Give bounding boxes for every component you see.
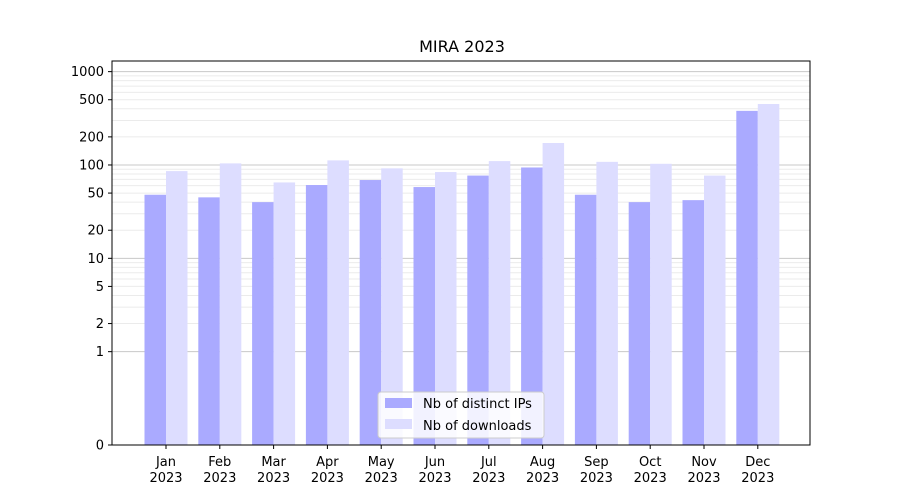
bar-distinct-ips [574, 194, 597, 445]
legend-label-downloads: Nb of downloads [423, 419, 532, 434]
bar-distinct-ips [682, 200, 704, 445]
bar-downloads [327, 160, 349, 445]
bar-distinct-ips [521, 167, 543, 445]
x-tick-label: Aug 2023 [526, 455, 559, 486]
bar-distinct-ips [628, 202, 651, 445]
x-tick-label: Sep 2023 [580, 455, 613, 486]
bar-downloads [650, 163, 672, 446]
bar-distinct-ips [305, 185, 328, 445]
bar-downloads [273, 182, 296, 445]
bar-downloads [757, 104, 780, 445]
bar-distinct-ips [198, 197, 220, 445]
x-tick-label: May 2023 [365, 455, 398, 486]
bar-distinct-ips [467, 175, 489, 445]
bar-distinct-ips [252, 202, 274, 445]
x-tick-label: Apr 2023 [311, 455, 344, 486]
y-tick-label: 0 [96, 439, 104, 454]
x-tick-label: Feb 2023 [203, 455, 236, 486]
plot-frame [111, 60, 811, 446]
x-tick-label: Dec 2023 [741, 455, 774, 486]
y-tick-label: 1 [96, 345, 104, 360]
x-axis: Jan 2023 Feb 2023 Mar 2023 Apr 2023 May 2023 Jun 20… [149, 445, 774, 486]
legend-swatch-distinct-ips [385, 398, 412, 408]
y-tick-label: 20 [87, 224, 104, 239]
y-tick-label: 1000 [71, 65, 104, 80]
y-axis: 0 1 2 5 10 20 50 100 200 500 1000 [71, 65, 112, 454]
y-tick-label: 500 [79, 93, 104, 108]
bar-distinct-ips [736, 110, 758, 445]
bars [144, 104, 780, 446]
legend: Nb of distinct IPs Nb of downloads [377, 391, 545, 439]
bar-downloads [166, 171, 188, 445]
bar-downloads [219, 163, 242, 446]
x-tick-label: Nov 2023 [687, 455, 720, 486]
legend-swatch-downloads [385, 419, 412, 429]
x-tick-label: Jan 2023 [149, 455, 182, 486]
bar-downloads [488, 161, 511, 446]
chart-title: MIRA 2023 [419, 37, 505, 56]
y-tick-label: 200 [79, 130, 104, 145]
x-tick-label: Jul 2023 [472, 455, 505, 486]
bar-distinct-ips [413, 187, 435, 445]
bar-downloads [704, 175, 726, 445]
bar-distinct-ips [359, 180, 382, 445]
bar-downloads [542, 142, 565, 445]
y-tick-label: 100 [79, 158, 104, 173]
x-tick-label: Jun 2023 [418, 455, 451, 486]
legend-box [377, 391, 545, 439]
bar-downloads [596, 161, 618, 446]
bar-distinct-ips [144, 194, 166, 445]
y-tick-label: 50 [87, 187, 104, 202]
y-tick-label: 10 [87, 252, 104, 267]
x-tick-label: Oct 2023 [634, 455, 667, 486]
x-tick-label: Mar 2023 [257, 455, 290, 486]
y-tick-label: 5 [96, 280, 104, 295]
legend-label-distinct-ips: Nb of distinct IPs [423, 397, 532, 412]
y-tick-label: 2 [96, 317, 104, 332]
bar-downloads [435, 172, 457, 445]
bar-downloads [381, 168, 403, 445]
